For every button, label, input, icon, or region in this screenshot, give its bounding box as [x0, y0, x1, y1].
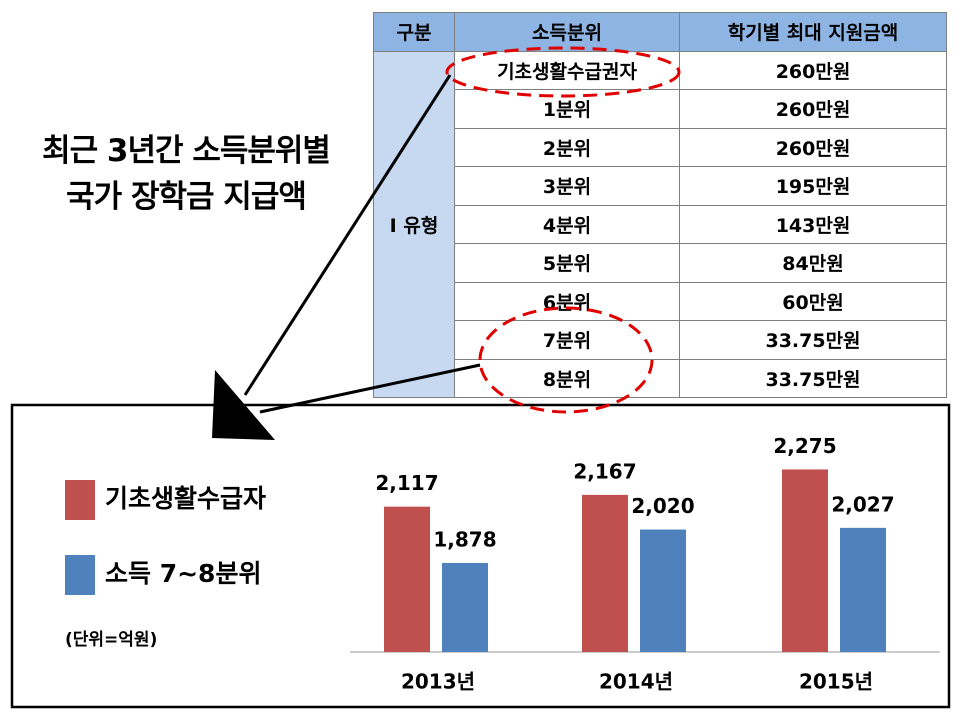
- bracket-cell: 2분위: [454, 127, 680, 167]
- bar: [840, 527, 886, 652]
- title-line: 최근 3년간 소득분위별: [42, 133, 331, 169]
- value-label: 2,117: [375, 471, 438, 495]
- header-cell: 구분: [373, 12, 455, 52]
- legend-label: 기초생활수급자: [105, 484, 266, 513]
- value-label: 2,167: [573, 459, 636, 483]
- table-row: 4분위 143만원: [374, 204, 947, 244]
- table-row: 3분위 195만원: [374, 166, 947, 206]
- bracket-cell: 기초생활수급권자: [454, 50, 680, 90]
- group-cell: I 유형: [373, 50, 455, 398]
- arrow-head: [212, 370, 275, 440]
- bar: [442, 562, 488, 652]
- table-body: I 유형 기초생활수급권자 260만원 1분위 260만원 2분위 260만원 3분위 195만…: [373, 50, 947, 398]
- arrow-line: [259, 363, 481, 414]
- legend-swatch: [65, 480, 95, 520]
- bracket-cell: 4분위: [454, 204, 680, 244]
- value-label: 2,027: [831, 492, 894, 516]
- table-row: 8분위 33.75만원: [374, 358, 947, 398]
- bar: [582, 494, 628, 652]
- chart-frame: [10, 403, 951, 709]
- header-cell: 소득분위: [454, 12, 680, 52]
- bracket-cell: 3분위: [454, 166, 680, 206]
- amount-cell: 260만원: [679, 89, 947, 129]
- value-label: 1,878: [433, 527, 496, 551]
- table-row: 1분위 260만원: [374, 89, 947, 129]
- table-row: 5분위 84만원: [374, 243, 947, 283]
- amount-cell: 195만원: [679, 166, 947, 206]
- table-row: I 유형 기초생활수급권자 260만원: [373, 50, 947, 398]
- bar: [782, 469, 828, 652]
- amount-cell: 33.75만원: [679, 358, 947, 398]
- amount-cell: 60만원: [679, 281, 947, 321]
- x-tick-label: 2015년: [799, 670, 873, 694]
- bar: [640, 529, 686, 652]
- highlight-ellipse: [478, 306, 654, 414]
- table: 구분 소득분위 학기별 최대 지원금액 I 유형 기초생활수급권자 260만원 1분위…: [373, 12, 947, 398]
- arrow-line: [243, 74, 452, 396]
- table-row: 7분위 33.75만원: [374, 320, 947, 360]
- value-label: 2,020: [631, 494, 694, 518]
- amount-cell: 143만원: [679, 204, 947, 244]
- x-tick-label: 2014년: [599, 670, 673, 694]
- amount-cell: 260만원: [679, 127, 947, 167]
- table-row: 2분위 260만원: [374, 127, 947, 167]
- x-tick-label: 2013년: [401, 670, 475, 694]
- title: 최근 3년간 소득분위별 국가 장학금 지급액: [0, 128, 372, 220]
- highlight-ellipse: [445, 46, 681, 98]
- header-row: 구분 소득분위 학기별 최대 지원금액: [373, 12, 947, 52]
- bar: [384, 506, 430, 652]
- header-cell: 학기별 최대 지원금액: [679, 12, 947, 52]
- value-label: 2,275: [773, 434, 836, 458]
- legend-swatch: [65, 555, 95, 595]
- legend-label: 소득 7~8분위: [105, 559, 261, 588]
- unit-label: (단위=억원): [65, 630, 157, 650]
- amount-cell: 260만원: [679, 50, 947, 90]
- title-line: 국가 장학금 지급액: [66, 179, 307, 215]
